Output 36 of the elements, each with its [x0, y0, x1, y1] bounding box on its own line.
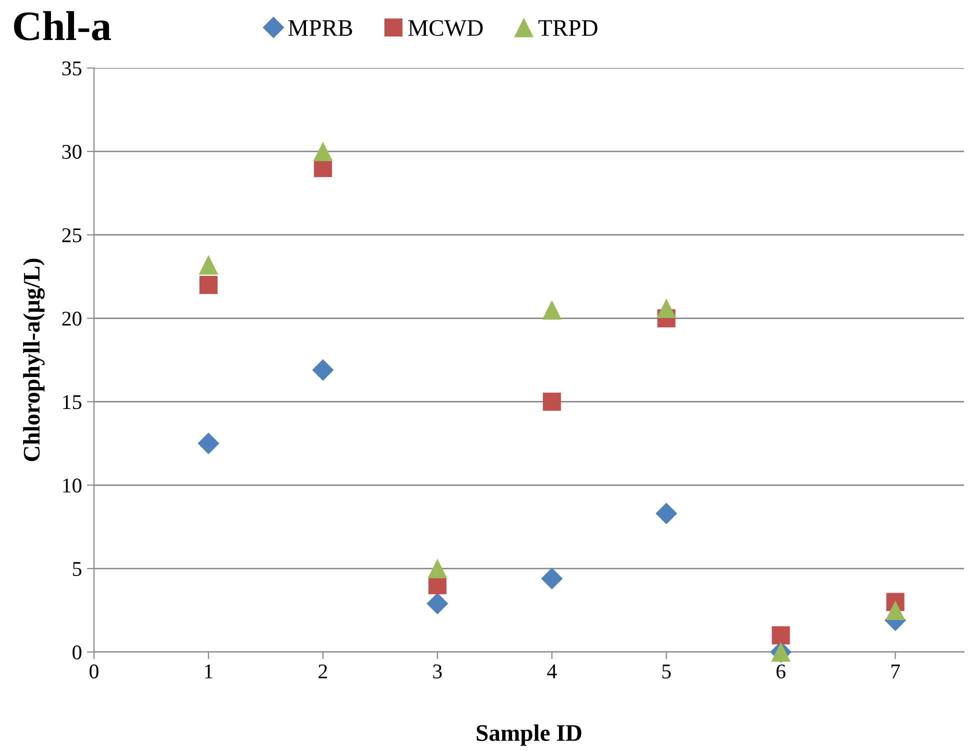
y-tick-label: 10: [63, 478, 82, 493]
x-tick-label: 2: [318, 664, 328, 678]
x-tick-label: 3: [433, 664, 442, 678]
point: [542, 392, 561, 411]
point: [198, 255, 218, 275]
point: [656, 298, 676, 318]
legend-label: MCWD: [408, 20, 483, 36]
y-axis-title: Chlorophyll-a(μg/L): [23, 258, 45, 462]
point: [199, 276, 218, 294]
chart-title: Chl-a: [14, 11, 111, 40]
point: [426, 592, 448, 614]
x-tick-label: 1: [205, 664, 212, 678]
point: [541, 568, 563, 590]
point: [313, 142, 333, 162]
y-tick-label: 35: [62, 61, 82, 76]
y-tick-label: 5: [72, 562, 82, 576]
point: [886, 600, 906, 620]
x-axis-title: Sample ID: [476, 724, 582, 746]
x-tick-label: 7: [891, 664, 900, 678]
x-tick-label: 6: [776, 664, 786, 678]
legend-label: TRPD: [538, 20, 598, 36]
point: [428, 558, 448, 578]
x-tick-label: 4: [547, 664, 557, 678]
y-tick-label: 30: [62, 144, 82, 159]
x-tick-label: 5: [662, 664, 671, 678]
point: [772, 626, 790, 644]
y-tick-label: 25: [62, 228, 82, 242]
point: [542, 300, 562, 320]
y-tick-label: 0: [72, 645, 82, 660]
point: [656, 502, 678, 524]
x-tick-label: 0: [90, 664, 98, 678]
point: [198, 432, 220, 454]
y-tick-label: 20: [62, 312, 82, 326]
y-tick-label: 15: [63, 395, 82, 410]
legend-label: MPRB: [288, 20, 352, 36]
point: [312, 359, 334, 381]
